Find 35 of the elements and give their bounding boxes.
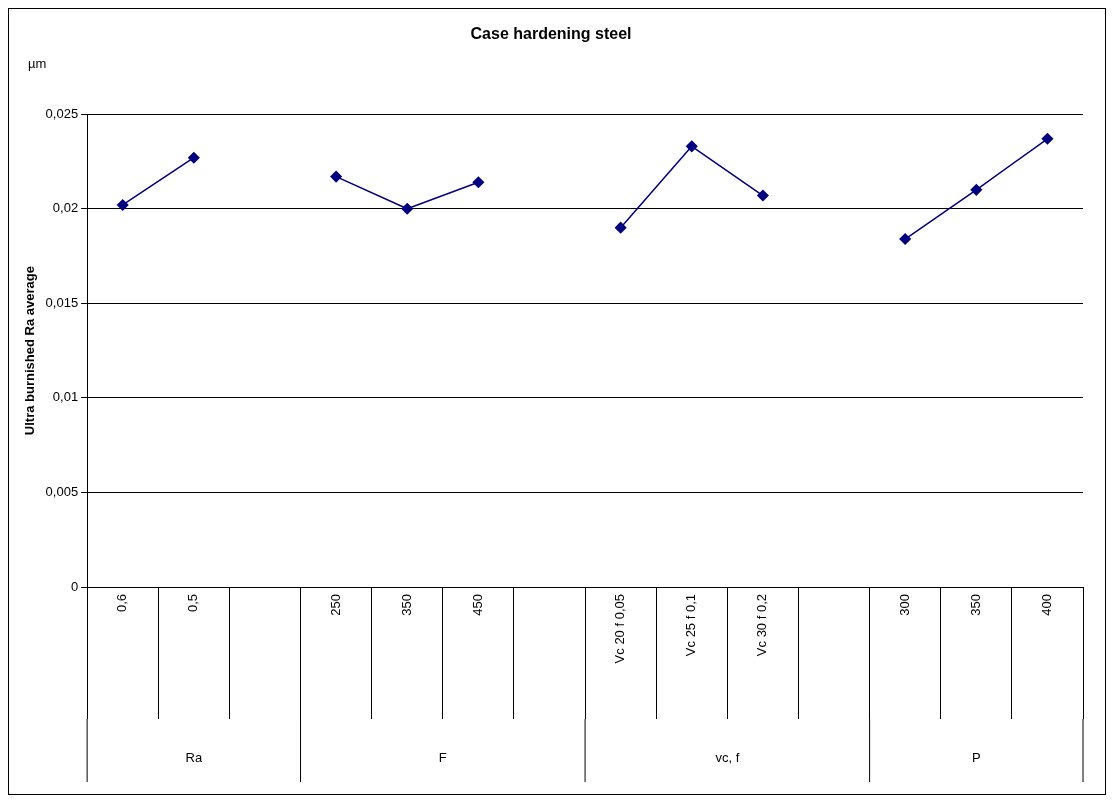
text: Ra [185, 750, 203, 766]
text: P [971, 750, 981, 766]
y-tick-label: 0,02 [52, 200, 79, 216]
point [899, 233, 911, 245]
point [401, 203, 413, 215]
x-tick-label: 300 [896, 594, 912, 616]
y-tick-label: 0,005 [45, 484, 79, 500]
point [1041, 133, 1054, 145]
point [970, 184, 983, 196]
chart-title: Case hardening steel [470, 25, 632, 43]
text: F [438, 750, 447, 766]
point [614, 221, 627, 234]
x-tick-label: Vc 20 f 0,05 [612, 594, 628, 664]
x-tick-label: 350 [398, 594, 414, 616]
x-tick-label: 400 [1039, 594, 1055, 616]
x-tick-label: 350 [967, 594, 983, 616]
x-tick-label: 450 [469, 594, 485, 616]
point [686, 140, 698, 153]
x-tick-label: 0,6 [114, 594, 130, 613]
y-tick-label: 0,015 [45, 294, 79, 310]
point [472, 176, 485, 189]
x-tick-label: 0,5 [185, 594, 201, 613]
y-tick-label: 0 [70, 578, 79, 594]
y-tick-label: 0,025 [45, 105, 79, 121]
x-tick-label: Vc 25 f 0,1 [683, 594, 699, 657]
point [188, 151, 200, 164]
chart-subtitle: µm [27, 55, 47, 71]
text: vc, f [715, 750, 740, 766]
point [757, 189, 769, 202]
x-tick-label: Vc 30 f 0,2 [754, 594, 770, 657]
x-tick-label: 250 [327, 594, 343, 616]
point [330, 170, 342, 183]
point [116, 199, 129, 211]
y-axis-title: Ultra burnished Ra average [22, 266, 38, 436]
y-tick-label: 0,01 [52, 389, 79, 405]
